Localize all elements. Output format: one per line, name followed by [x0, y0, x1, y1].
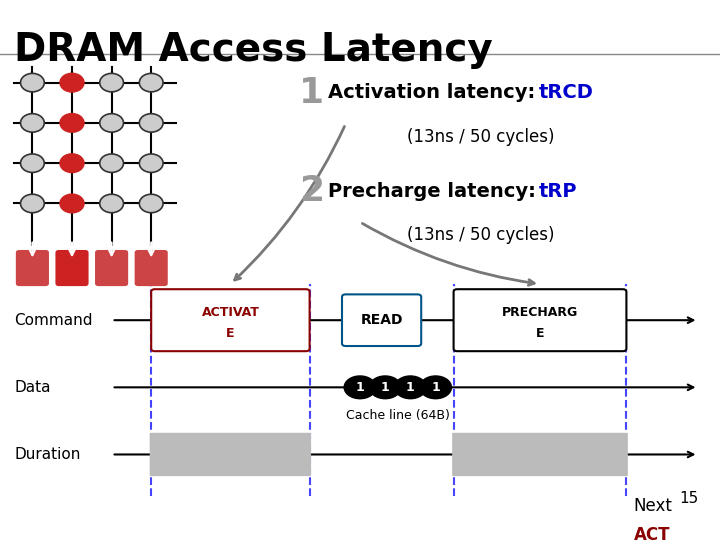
Text: 15: 15: [679, 491, 698, 506]
Text: tRCD: tRCD: [539, 84, 593, 103]
Text: READ: READ: [360, 313, 403, 327]
Text: Cache line (64B): Cache line (64B): [346, 409, 450, 422]
Text: (13ns / 50 cycles): (13ns / 50 cycles): [407, 128, 554, 146]
FancyBboxPatch shape: [95, 250, 128, 286]
Ellipse shape: [20, 114, 45, 132]
Text: Command: Command: [14, 313, 93, 328]
Ellipse shape: [20, 154, 45, 172]
Text: Next: Next: [634, 497, 672, 515]
Text: 1: 1: [431, 381, 440, 394]
Text: PRECHARG: PRECHARG: [502, 306, 578, 319]
Ellipse shape: [60, 114, 84, 132]
Text: Data: Data: [14, 380, 51, 395]
FancyBboxPatch shape: [135, 250, 168, 286]
Ellipse shape: [100, 194, 124, 213]
Circle shape: [369, 376, 401, 399]
Ellipse shape: [20, 194, 45, 213]
Text: (13ns / 50 cycles): (13ns / 50 cycles): [407, 226, 554, 244]
Text: Duration: Duration: [14, 447, 81, 462]
Text: 1: 1: [406, 381, 415, 394]
Ellipse shape: [100, 114, 124, 132]
FancyBboxPatch shape: [342, 294, 421, 346]
Ellipse shape: [100, 154, 124, 172]
FancyBboxPatch shape: [16, 250, 49, 286]
Text: ACTIVAT: ACTIVAT: [202, 306, 259, 319]
Text: 1: 1: [299, 76, 324, 110]
Ellipse shape: [60, 194, 84, 213]
Ellipse shape: [100, 73, 124, 92]
Text: ACT: ACT: [634, 525, 670, 540]
FancyBboxPatch shape: [150, 433, 311, 476]
Ellipse shape: [140, 73, 163, 92]
Text: 1: 1: [356, 381, 364, 394]
Ellipse shape: [140, 154, 163, 172]
Ellipse shape: [60, 73, 84, 92]
Circle shape: [344, 376, 376, 399]
FancyBboxPatch shape: [454, 289, 626, 351]
Circle shape: [420, 376, 451, 399]
FancyBboxPatch shape: [452, 433, 628, 476]
Text: E: E: [226, 327, 235, 340]
Circle shape: [395, 376, 426, 399]
Text: tRP: tRP: [539, 181, 577, 200]
Text: Precharge latency:: Precharge latency:: [328, 181, 542, 200]
FancyBboxPatch shape: [55, 250, 89, 286]
Ellipse shape: [140, 114, 163, 132]
Text: Activation latency:: Activation latency:: [328, 84, 541, 103]
FancyBboxPatch shape: [151, 289, 310, 351]
Text: E: E: [536, 327, 544, 340]
Ellipse shape: [140, 194, 163, 213]
Text: DRAM Access Latency: DRAM Access Latency: [14, 31, 493, 69]
Ellipse shape: [20, 73, 45, 92]
Ellipse shape: [60, 154, 84, 172]
Text: 2: 2: [299, 174, 324, 208]
Text: 1: 1: [381, 381, 390, 394]
